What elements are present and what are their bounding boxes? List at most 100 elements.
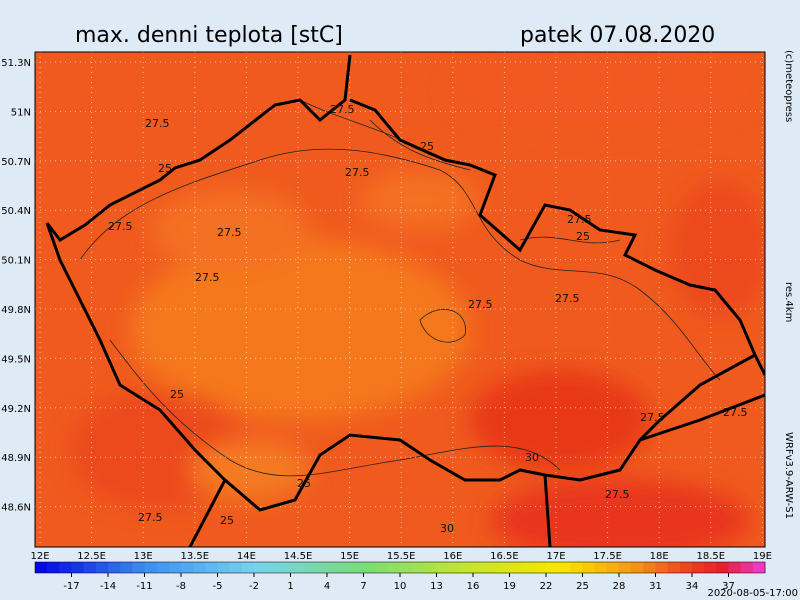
colorbar-label: 25 — [576, 581, 589, 592]
colorbar-label: 13 — [430, 581, 443, 592]
colorbar-cell — [412, 562, 425, 573]
colorbar-label: 22 — [540, 581, 553, 592]
colorbar-cell — [217, 562, 231, 573]
grid — [35, 52, 765, 547]
contour-label: 25 — [170, 388, 184, 401]
lon-label: 15E — [340, 551, 359, 562]
colorbar-cell — [594, 562, 608, 573]
colorbar-label: 10 — [394, 581, 407, 592]
contour-label: 27.5 — [468, 298, 493, 311]
copyright: (c)meteopress — [783, 50, 794, 122]
lat-label: 49.5N — [1, 354, 31, 365]
lon-label: 18.5E — [697, 551, 726, 562]
colorbar-cell — [570, 562, 583, 573]
contour-label: 27.5 — [217, 226, 242, 239]
lon-label: 13E — [134, 551, 153, 562]
model: WRFv3.9-ARW-S1 — [783, 432, 794, 519]
map-frame — [34, 51, 766, 548]
lon-label: 12E — [30, 551, 49, 562]
colorbar-cell — [108, 562, 121, 573]
colorbar-cell — [643, 562, 656, 573]
contour-label: 27.5 — [330, 103, 355, 116]
colorbar-cell — [168, 562, 182, 573]
contour-label: 25 — [220, 514, 234, 527]
colorbar-cell — [558, 562, 571, 573]
lon-label: 17.5E — [593, 551, 622, 562]
colorbar-label: 19 — [503, 581, 516, 592]
colorbar-label: 28 — [613, 581, 626, 592]
lat-label: 51N — [11, 107, 31, 118]
contour-labels: 27.5 27.5 25 27.5 25 27.5 27.5 25 27.5 2… — [108, 103, 748, 535]
colorbar-cell — [205, 562, 218, 573]
colorbar-cell — [546, 562, 559, 573]
colorbar-label: -17 — [63, 581, 79, 592]
contour-label: 27.5 — [195, 271, 220, 284]
colorbar-cell — [35, 562, 48, 573]
colorbar-cell — [375, 562, 389, 573]
colorbar-cell — [631, 562, 644, 573]
resolution: res.4km — [783, 282, 794, 322]
lon-label: 19E — [753, 551, 772, 562]
colorbar-cell — [120, 562, 133, 573]
colorbar-cell — [740, 562, 754, 573]
colorbar-label: -5 — [213, 581, 223, 592]
colorbar-cell — [424, 562, 437, 573]
contour-label: 27.5 — [723, 406, 748, 419]
colorbar: -17 -14 -11 -8 -5 -2 1 4 7 10 13 16 19 22 25 28 31 34 37 — [34, 561, 766, 592]
colorbar-cell — [497, 562, 510, 573]
colorbar-cell — [327, 562, 340, 573]
contour-label: 27.5 — [108, 220, 133, 233]
colorbar-cell — [339, 562, 352, 573]
colorbar-cell — [266, 562, 279, 573]
contour-label: 27.5 — [555, 292, 580, 305]
colorbar-cell — [290, 562, 304, 573]
contour-label: 27.5 — [145, 117, 170, 130]
colorbar-cell — [473, 562, 486, 573]
border — [45, 54, 765, 547]
colorbar-cell — [448, 562, 462, 573]
colorbar-cell — [314, 562, 328, 573]
contour-label: 30 — [440, 522, 454, 535]
contour-label: 30 — [525, 451, 539, 464]
map-title: max. denni teplota [stC] — [75, 23, 343, 48]
lat-label: 50.1N — [1, 256, 31, 267]
map-date: patek 07.08.2020 — [520, 23, 715, 48]
colorbar-label: 1 — [287, 581, 293, 592]
contour-label: 27.5 — [567, 213, 592, 226]
colorbar-cell — [667, 562, 681, 573]
colorbar-cell — [351, 562, 364, 573]
colorbar-label: -8 — [176, 581, 186, 592]
colorbar-label: -14 — [100, 581, 116, 592]
colorbar-cell — [692, 562, 705, 573]
contour-label: 25 — [297, 477, 311, 490]
map-field: 27.5 27.5 25 27.5 25 27.5 27.5 25 27.5 2… — [35, 52, 765, 547]
lon-label: 18E — [650, 551, 669, 562]
colorbar-cell — [83, 562, 97, 573]
lat-label: 49.8N — [1, 305, 31, 316]
contour-label: 25 — [420, 140, 434, 153]
colorbar-cell — [679, 562, 693, 573]
lat-label: 50.4N — [1, 206, 31, 217]
colorbar-cell — [752, 562, 766, 573]
colorbar-cell — [436, 562, 450, 573]
colorbar-cell — [363, 562, 377, 573]
lat-label: 49.2N — [1, 404, 31, 415]
contour-label: 25 — [158, 162, 172, 175]
colorbar-cell — [278, 562, 291, 573]
lon-label: 13.5E — [181, 551, 210, 562]
lon-label: 16E — [443, 551, 462, 562]
colorbar-label: 37 — [722, 581, 735, 592]
colorbar-cell — [400, 562, 413, 573]
lon-label: 14.5E — [284, 551, 313, 562]
colorbar-cell — [606, 562, 620, 573]
colorbar-cell — [533, 562, 547, 573]
colorbar-label: 7 — [360, 581, 366, 592]
contour-label: 27.5 — [138, 511, 163, 524]
lon-label: 15.5E — [387, 551, 416, 562]
colorbar-label: 16 — [467, 581, 480, 592]
lon-label: 12.5E — [77, 551, 106, 562]
colorbar-cell — [716, 562, 729, 573]
colorbar-cell — [144, 562, 158, 573]
colorbar-cell — [59, 562, 72, 573]
colorbar-cell — [241, 562, 255, 573]
